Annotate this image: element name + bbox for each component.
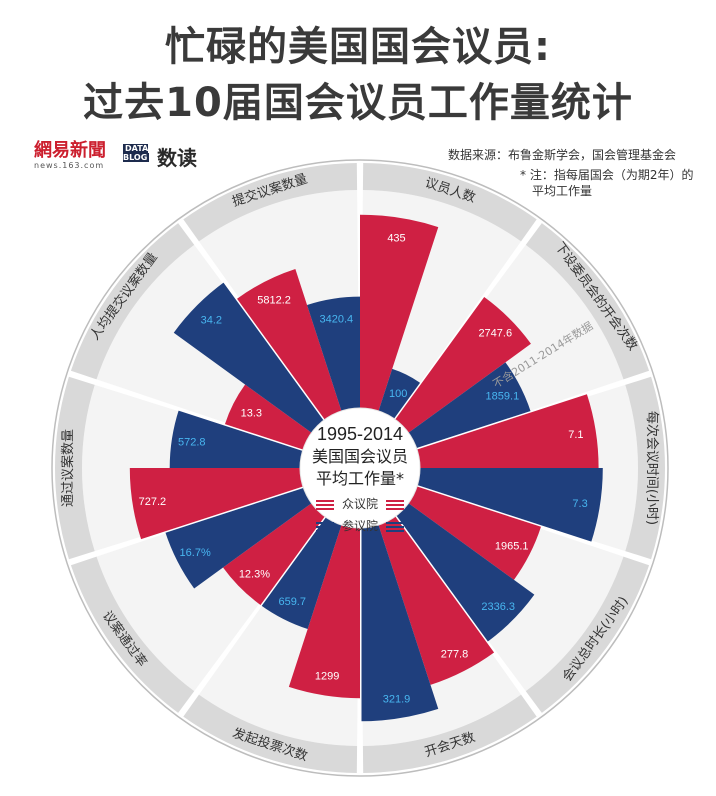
legend-swatch <box>386 530 404 532</box>
senate-bar <box>173 281 326 434</box>
legend-swatch <box>386 504 404 506</box>
house-bar <box>406 485 541 580</box>
footnote: * 注：指每届国会（为期2年）的 平均工作量 <box>520 167 700 199</box>
house-bar <box>237 269 343 422</box>
netease-news-logo: 網易新聞 news.163.com <box>34 141 120 175</box>
senate-bar <box>307 296 360 413</box>
senate-bar <box>377 368 422 422</box>
legend-swatch <box>386 522 404 524</box>
house-value-label: 1965.1 <box>495 540 529 552</box>
ring-segment <box>70 223 195 380</box>
senate-value-label: 572.8 <box>178 436 206 448</box>
house-value-label: 12.3% <box>239 569 270 581</box>
house-bar <box>129 468 305 540</box>
senate-bar <box>394 502 535 643</box>
house-value-label: 5812.2 <box>257 294 291 306</box>
senate-value-label: 100 <box>389 388 407 400</box>
netease-logo-url: news.163.com <box>34 161 105 170</box>
senate-bar <box>415 468 603 544</box>
legend-swatch <box>316 522 334 524</box>
center-title-line2: 平均工作量* <box>316 469 404 488</box>
senate-value-label: 34.2 <box>201 314 222 326</box>
house-bar <box>377 514 495 685</box>
senate-bar <box>406 362 531 451</box>
sector-divider <box>414 371 653 452</box>
senate-value-label: 321.9 <box>383 693 411 705</box>
legend-label: 众议院 <box>342 497 378 511</box>
footnote-line2: 平均工作量 <box>532 184 593 198</box>
senate-bar <box>260 514 343 630</box>
netease-logo-text: 網易新聞 <box>34 140 106 161</box>
senate-value-label: 16.7% <box>180 547 211 559</box>
center-title-line1: 美国国会议员 <box>312 447 408 466</box>
center-hub <box>299 407 421 529</box>
footnote-line1: * 注：指每届国会（为期2年）的 <box>520 168 694 182</box>
senate-value-label: 1859.1 <box>486 390 520 402</box>
house-value-label: 277.8 <box>441 648 469 660</box>
house-bar <box>415 394 599 468</box>
house-value-label: 435 <box>387 233 405 245</box>
datablog-label: 数读 <box>157 146 197 170</box>
ring-segment <box>183 163 358 242</box>
datablog-mark: DATA BLOG <box>123 144 150 162</box>
sector-divider <box>178 514 328 718</box>
sector-divider <box>178 218 328 422</box>
house-value-label: 7.1 <box>568 429 583 441</box>
legend-label: 参议院 <box>342 518 378 533</box>
center-years: 1995-2014 <box>317 424 403 444</box>
ring-segment <box>183 694 358 773</box>
ring-segment <box>70 556 195 713</box>
ring-segment <box>362 163 537 242</box>
category-label: 每次会议时间(小时) <box>644 411 660 525</box>
house-bar <box>288 523 360 699</box>
legend-swatch <box>316 508 334 510</box>
legend-swatch <box>316 530 334 532</box>
legend-swatch <box>386 526 404 528</box>
legend-swatch <box>386 500 404 502</box>
ring-segment <box>525 556 650 713</box>
datablog-logo: DATA BLOG 数读 <box>123 142 223 172</box>
house-bar <box>224 384 314 451</box>
legend-swatch <box>316 526 334 528</box>
house-value-label: 727.2 <box>139 496 167 508</box>
house-value-label: 1299 <box>315 671 339 683</box>
senate-bar <box>165 485 314 589</box>
senate-bar <box>360 523 439 722</box>
senate-value-label: 7.3 <box>572 498 587 510</box>
senate-bar <box>169 409 305 468</box>
page-title-line2: 过去10届国会议员工作量统计 <box>83 80 633 126</box>
legend-swatch <box>386 508 404 510</box>
data-source: 数据来源：布鲁金斯学会，国会管理基金会 <box>447 148 676 162</box>
sector-divider <box>67 484 306 565</box>
ring-segment <box>362 694 537 773</box>
sector-divider <box>392 218 542 422</box>
house-value-label: 2747.6 <box>478 328 512 340</box>
senate-value-label: 2336.3 <box>481 601 515 613</box>
senate-value-label: 3420.4 <box>319 313 353 325</box>
ring-segment <box>525 223 650 380</box>
category-label: 通过议案数量 <box>61 429 76 507</box>
page-title-line1: 忙碌的美国国会议员: <box>165 24 551 70</box>
senate-value-label: 659.7 <box>278 596 306 608</box>
house-bar <box>223 502 326 605</box>
ring-segment <box>625 376 665 560</box>
house-value-label: 13.3 <box>241 408 262 420</box>
ring-segment <box>55 376 95 560</box>
legend-swatch <box>316 504 334 506</box>
legend-swatch <box>316 500 334 502</box>
house-bar <box>394 297 531 434</box>
house-bar <box>360 214 439 413</box>
